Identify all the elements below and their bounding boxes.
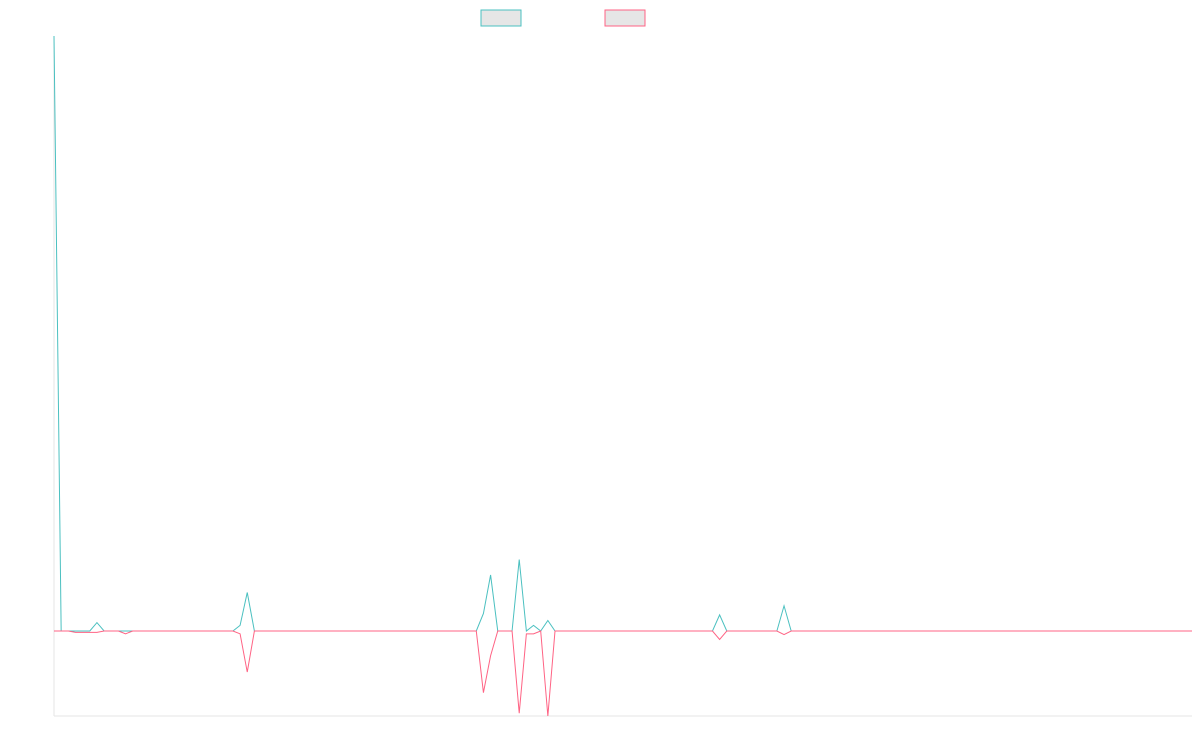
series-1-line <box>53 35 1192 632</box>
series-2 <box>54 630 1192 717</box>
legend-swatch-2 <box>604 9 646 27</box>
legend-item-1[interactable] <box>480 9 522 27</box>
series-1 <box>53 35 1192 632</box>
legend <box>480 9 646 27</box>
series-layer <box>53 35 1192 717</box>
legend-item-2[interactable] <box>604 9 646 27</box>
axes <box>53 36 1192 717</box>
series-2-line <box>54 630 1192 717</box>
legend-swatch-1 <box>480 9 522 27</box>
